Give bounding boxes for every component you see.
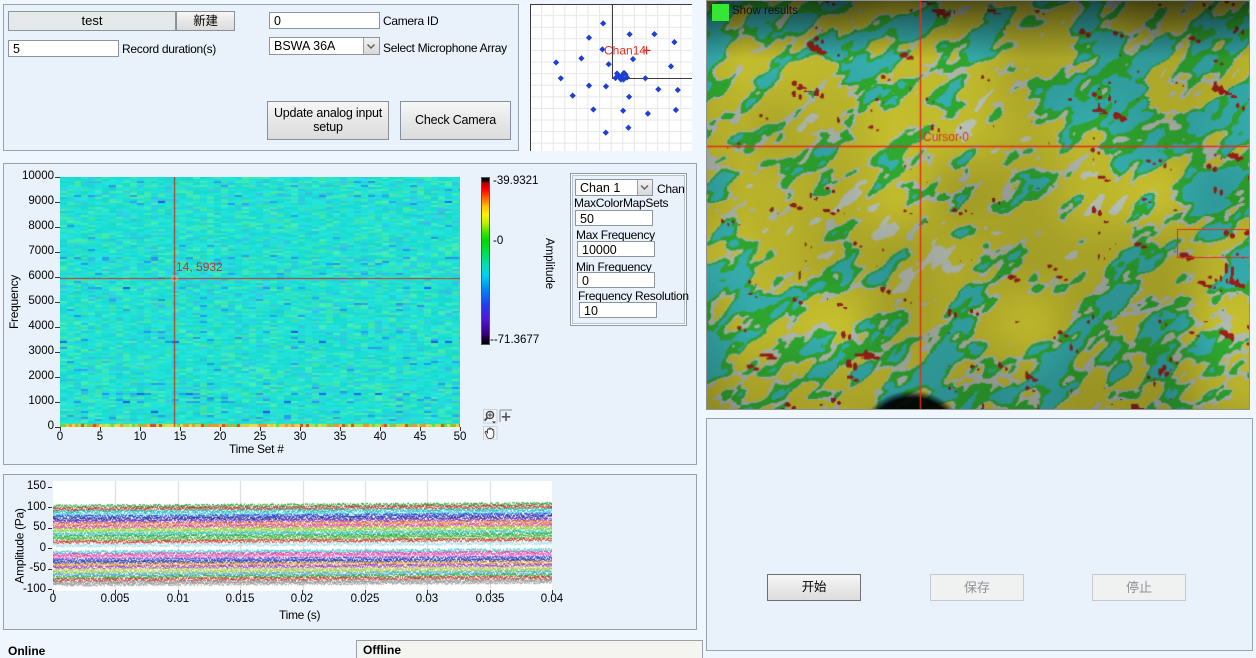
svg-text:Chan14: Chan14 [604, 44, 646, 58]
